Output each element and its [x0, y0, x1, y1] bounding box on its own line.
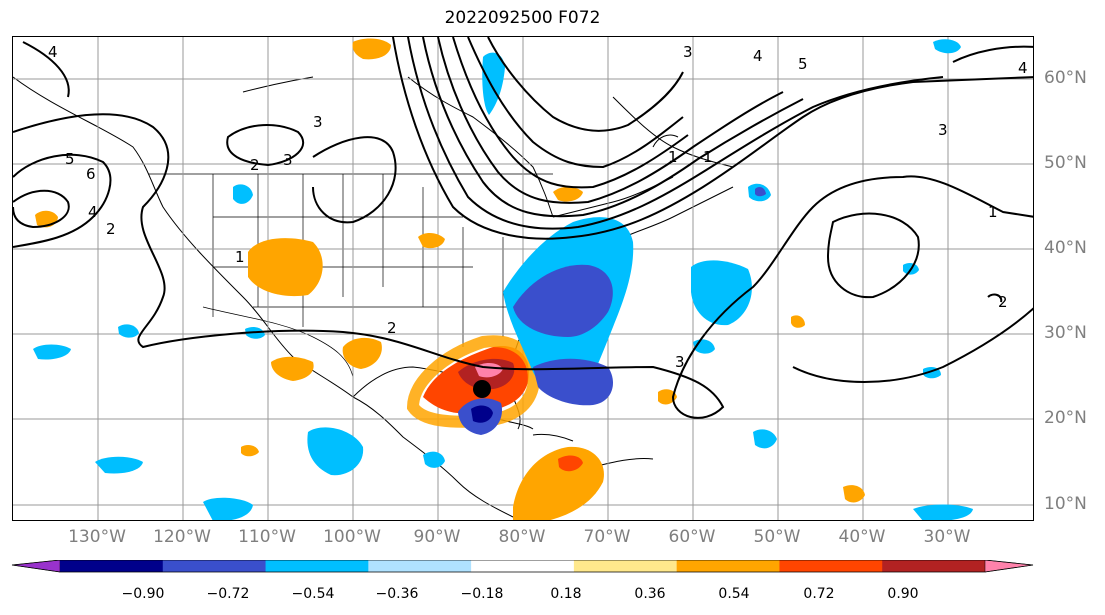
- colorbar-bin: [471, 560, 575, 572]
- latitude-label: 30°N: [1044, 323, 1087, 343]
- longitude-label: 90°W: [413, 527, 461, 547]
- height-contours: [13, 37, 1033, 419]
- anomaly-negative-atlantic-core: [513, 264, 613, 337]
- anomaly-positive-caribbean: [513, 446, 604, 520]
- contour-label: 2: [250, 156, 260, 174]
- contour-label: 4: [88, 203, 98, 221]
- anomaly-positive-caribbean-core: [558, 455, 583, 472]
- storm-center-marker: [473, 380, 491, 398]
- contour-label: 3: [938, 121, 948, 139]
- latitude-label: 60°N: [1044, 68, 1087, 88]
- anomaly-negative-mid-atl: [691, 260, 752, 326]
- latitude-label: 10°N: [1044, 494, 1087, 514]
- longitude-label: 120°W: [153, 527, 211, 547]
- coastlines: [13, 76, 734, 518]
- anomaly-negative-yucatan: [423, 451, 445, 468]
- anomaly-negative-cuba-core: [471, 405, 493, 423]
- colorbar-outline: [11, 560, 1034, 573]
- colorbar-tick-label: −0.54: [291, 586, 335, 602]
- anomaly-negative-nl-core: [755, 186, 766, 197]
- contour-label: 3: [313, 113, 323, 131]
- contour-label: 4: [48, 43, 58, 61]
- contour-label: 1: [668, 148, 678, 166]
- anomaly-negative-pacific-2: [95, 456, 143, 474]
- colorbar-tick-label: −0.90: [121, 586, 165, 602]
- colorbar-tick-label: 0.54: [718, 586, 750, 602]
- anomaly-negative-caribbean: [753, 429, 777, 449]
- contour-label: 1: [235, 248, 245, 266]
- longitude-label: 130°W: [68, 527, 126, 547]
- colorbar-tick-label: 0.36: [634, 586, 666, 602]
- longitude-label: 50°W: [753, 527, 801, 547]
- contour-label: 4: [753, 47, 763, 65]
- anomaly-negative-east-2: [933, 39, 961, 54]
- longitude-label: 110°W: [238, 527, 296, 547]
- anomaly-negative-mexico-2: [307, 427, 364, 476]
- anomaly-negative-pacific-1: [33, 344, 71, 360]
- anomaly-negative-mexico-1: [203, 497, 253, 520]
- contour-label: 3: [683, 43, 693, 61]
- contour-label: 5: [65, 150, 75, 168]
- contour-label: 3: [283, 151, 293, 169]
- longitude-label: 30°W: [923, 527, 971, 547]
- colorbar-bin: [573, 560, 678, 572]
- anomaly-positive-east: [843, 485, 865, 503]
- colorbar-bin: [882, 560, 986, 572]
- anomaly-positive-northwest: [352, 38, 391, 60]
- anomaly-positive-mexico: [271, 356, 314, 381]
- colorbar-tick-label: 0.90: [887, 586, 919, 602]
- anomaly-positive-hudson: [553, 186, 583, 202]
- colorbar-bin: [265, 560, 369, 572]
- longitude-label: 70°W: [583, 527, 631, 547]
- contour-label: 3: [675, 353, 685, 371]
- anomaly-positive-texas: [342, 337, 382, 369]
- longitude-label: 40°W: [838, 527, 886, 547]
- colorbar: [11, 560, 1034, 573]
- anomaly-positive-33w: [791, 315, 805, 328]
- contour-label: 5: [798, 55, 808, 73]
- colorbar-bin: [60, 560, 164, 572]
- contour-label: 6: [86, 165, 96, 183]
- shaded-anomalies: [33, 38, 973, 520]
- colorbar-tick-label: −0.36: [375, 586, 419, 602]
- colorbar-bin: [368, 560, 472, 572]
- contour-label: 1: [988, 203, 998, 221]
- longitude-label: 100°W: [323, 527, 381, 547]
- colorbar-tick-label: 0.18: [550, 586, 582, 602]
- anomaly-positive-caribbean-small: [241, 444, 259, 457]
- latitude-label: 50°N: [1044, 153, 1087, 173]
- anomaly-negative-pnw: [233, 184, 253, 204]
- longitude-label: 80°W: [498, 527, 546, 547]
- colorbar-tick-label: −0.72: [206, 586, 250, 602]
- contour-label: 2: [106, 220, 116, 238]
- latitude-label: 40°N: [1044, 238, 1087, 258]
- contour-label: 2: [387, 319, 397, 337]
- latitude-label: 20°N: [1044, 408, 1087, 428]
- anomaly-negative-east-1: [913, 504, 973, 520]
- contour-label: 4: [1018, 59, 1028, 77]
- contour-label: 1: [703, 148, 713, 166]
- colorbar-tick-label: 0.72: [803, 586, 835, 602]
- colorbar-bin: [779, 560, 883, 572]
- map-title: 2022092500 F072: [444, 8, 601, 28]
- colorbar-bin: [676, 560, 780, 572]
- colorbar-bin: [162, 560, 267, 572]
- anomaly-negative-mid-3: [118, 324, 139, 338]
- longitude-label: 60°W: [668, 527, 716, 547]
- contour-label: 2: [998, 293, 1008, 311]
- anomaly-positive-mid-atl: [658, 389, 677, 405]
- anomaly-negative-atlantic-south: [533, 358, 613, 406]
- anomaly-negative-north: [482, 52, 505, 115]
- colorbar-tick-label: −0.18: [460, 586, 504, 602]
- anomaly-positive-great-lakes: [418, 233, 445, 249]
- anomaly-positive-west: [248, 238, 323, 297]
